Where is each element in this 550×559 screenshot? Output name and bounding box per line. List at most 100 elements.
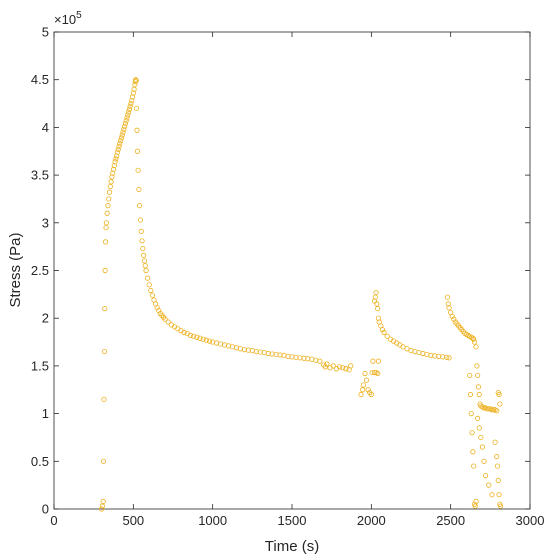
- data-point: [360, 387, 366, 393]
- data-point: [191, 333, 197, 339]
- data-point: [145, 275, 151, 281]
- data-point: [197, 335, 203, 341]
- data-point: [128, 100, 134, 107]
- data-point: [379, 327, 386, 333]
- y-tick-label: 2.5: [31, 263, 49, 278]
- data-point: [102, 267, 108, 274]
- data-point: [125, 112, 131, 118]
- data-point: [100, 458, 107, 464]
- x-tick-label: 1500: [278, 513, 307, 528]
- data-point: [475, 372, 481, 379]
- data-point: [127, 103, 133, 110]
- data-point: [496, 391, 502, 398]
- data-point: [446, 355, 452, 361]
- data-point: [129, 98, 135, 104]
- y-tick-label: 1.5: [31, 358, 49, 373]
- y-axis-label: Stress (Pa): [7, 232, 24, 307]
- data-point: [494, 408, 500, 414]
- data-point: [444, 294, 451, 300]
- data-point: [374, 301, 380, 307]
- data-point: [122, 123, 128, 130]
- data-point: [451, 316, 457, 322]
- data-point: [124, 115, 130, 121]
- data-point: [106, 196, 112, 202]
- data-point: [126, 106, 132, 112]
- data-point: [203, 337, 209, 343]
- y-tick-label: 3: [42, 215, 49, 230]
- data-point: [103, 220, 109, 226]
- data-point: [449, 313, 455, 319]
- data-point: [343, 366, 349, 372]
- data-point: [484, 406, 490, 412]
- x-axis-ticks: 0 500 1000 1500 2000 2500 3000: [50, 32, 544, 528]
- data-point: [471, 463, 477, 469]
- data-point: [120, 129, 126, 135]
- data-point: [154, 305, 160, 311]
- data-point: [101, 348, 108, 355]
- data-point: [123, 118, 129, 124]
- data-point: [194, 334, 200, 340]
- data-point: [129, 94, 136, 100]
- data-point: [142, 263, 148, 269]
- x-tick-label: 500: [122, 513, 144, 528]
- data-point: [104, 210, 110, 216]
- data-point: [125, 109, 132, 115]
- data-point: [113, 156, 119, 162]
- data-point: [149, 292, 155, 298]
- data-point: [99, 506, 105, 512]
- data-point: [472, 503, 478, 509]
- x-tick-label: 1000: [198, 513, 227, 528]
- data-point: [102, 239, 109, 245]
- y-tick-label: 3.5: [31, 168, 49, 183]
- data-point: [375, 306, 381, 312]
- data-point: [131, 86, 137, 92]
- data-point: [358, 391, 364, 398]
- data-point: [140, 245, 146, 252]
- data-point: [495, 477, 501, 483]
- data-point: [119, 132, 125, 138]
- data-point: [375, 358, 382, 364]
- data-point: [475, 384, 482, 390]
- data-point: [115, 146, 121, 152]
- x-tick-label: 0: [50, 513, 57, 528]
- data-point: [121, 126, 127, 132]
- data-point: [317, 358, 323, 364]
- x-tick-label: 2000: [357, 513, 386, 528]
- data-point: [122, 120, 129, 127]
- data-point: [348, 363, 354, 369]
- data-point: [117, 141, 123, 147]
- data-point: [489, 492, 495, 498]
- data-point: [372, 294, 378, 300]
- data-point: [468, 410, 474, 417]
- y-tick-label: 5: [42, 25, 49, 40]
- y-tick-label: 0: [42, 502, 49, 517]
- data-point: [373, 289, 379, 296]
- data-point: [362, 370, 368, 377]
- data-point: [138, 228, 144, 234]
- data-point: [486, 482, 492, 488]
- y-tick-label: 4: [42, 120, 49, 135]
- y-tick-label: 4.5: [31, 72, 49, 87]
- data-point: [116, 143, 122, 150]
- data-point: [486, 406, 492, 412]
- y-tick-label: 1: [42, 406, 49, 421]
- data-point: [139, 238, 145, 244]
- data-point: [110, 170, 116, 176]
- data-point: [436, 353, 442, 359]
- data-point: [135, 167, 141, 173]
- data-point: [369, 369, 375, 376]
- y-axis-multiplier: ×105: [54, 10, 82, 27]
- data-point: [206, 338, 213, 344]
- data-point: [269, 351, 275, 357]
- data-point: [118, 135, 125, 141]
- data-point: [245, 347, 251, 353]
- y-tick-label: 2: [42, 311, 49, 326]
- data-point: [305, 356, 311, 362]
- data-point: [102, 306, 108, 312]
- data-point: [257, 349, 263, 355]
- data-point: [498, 503, 504, 509]
- data-point: [112, 159, 118, 165]
- data-point: [473, 344, 479, 350]
- data-point: [370, 358, 376, 364]
